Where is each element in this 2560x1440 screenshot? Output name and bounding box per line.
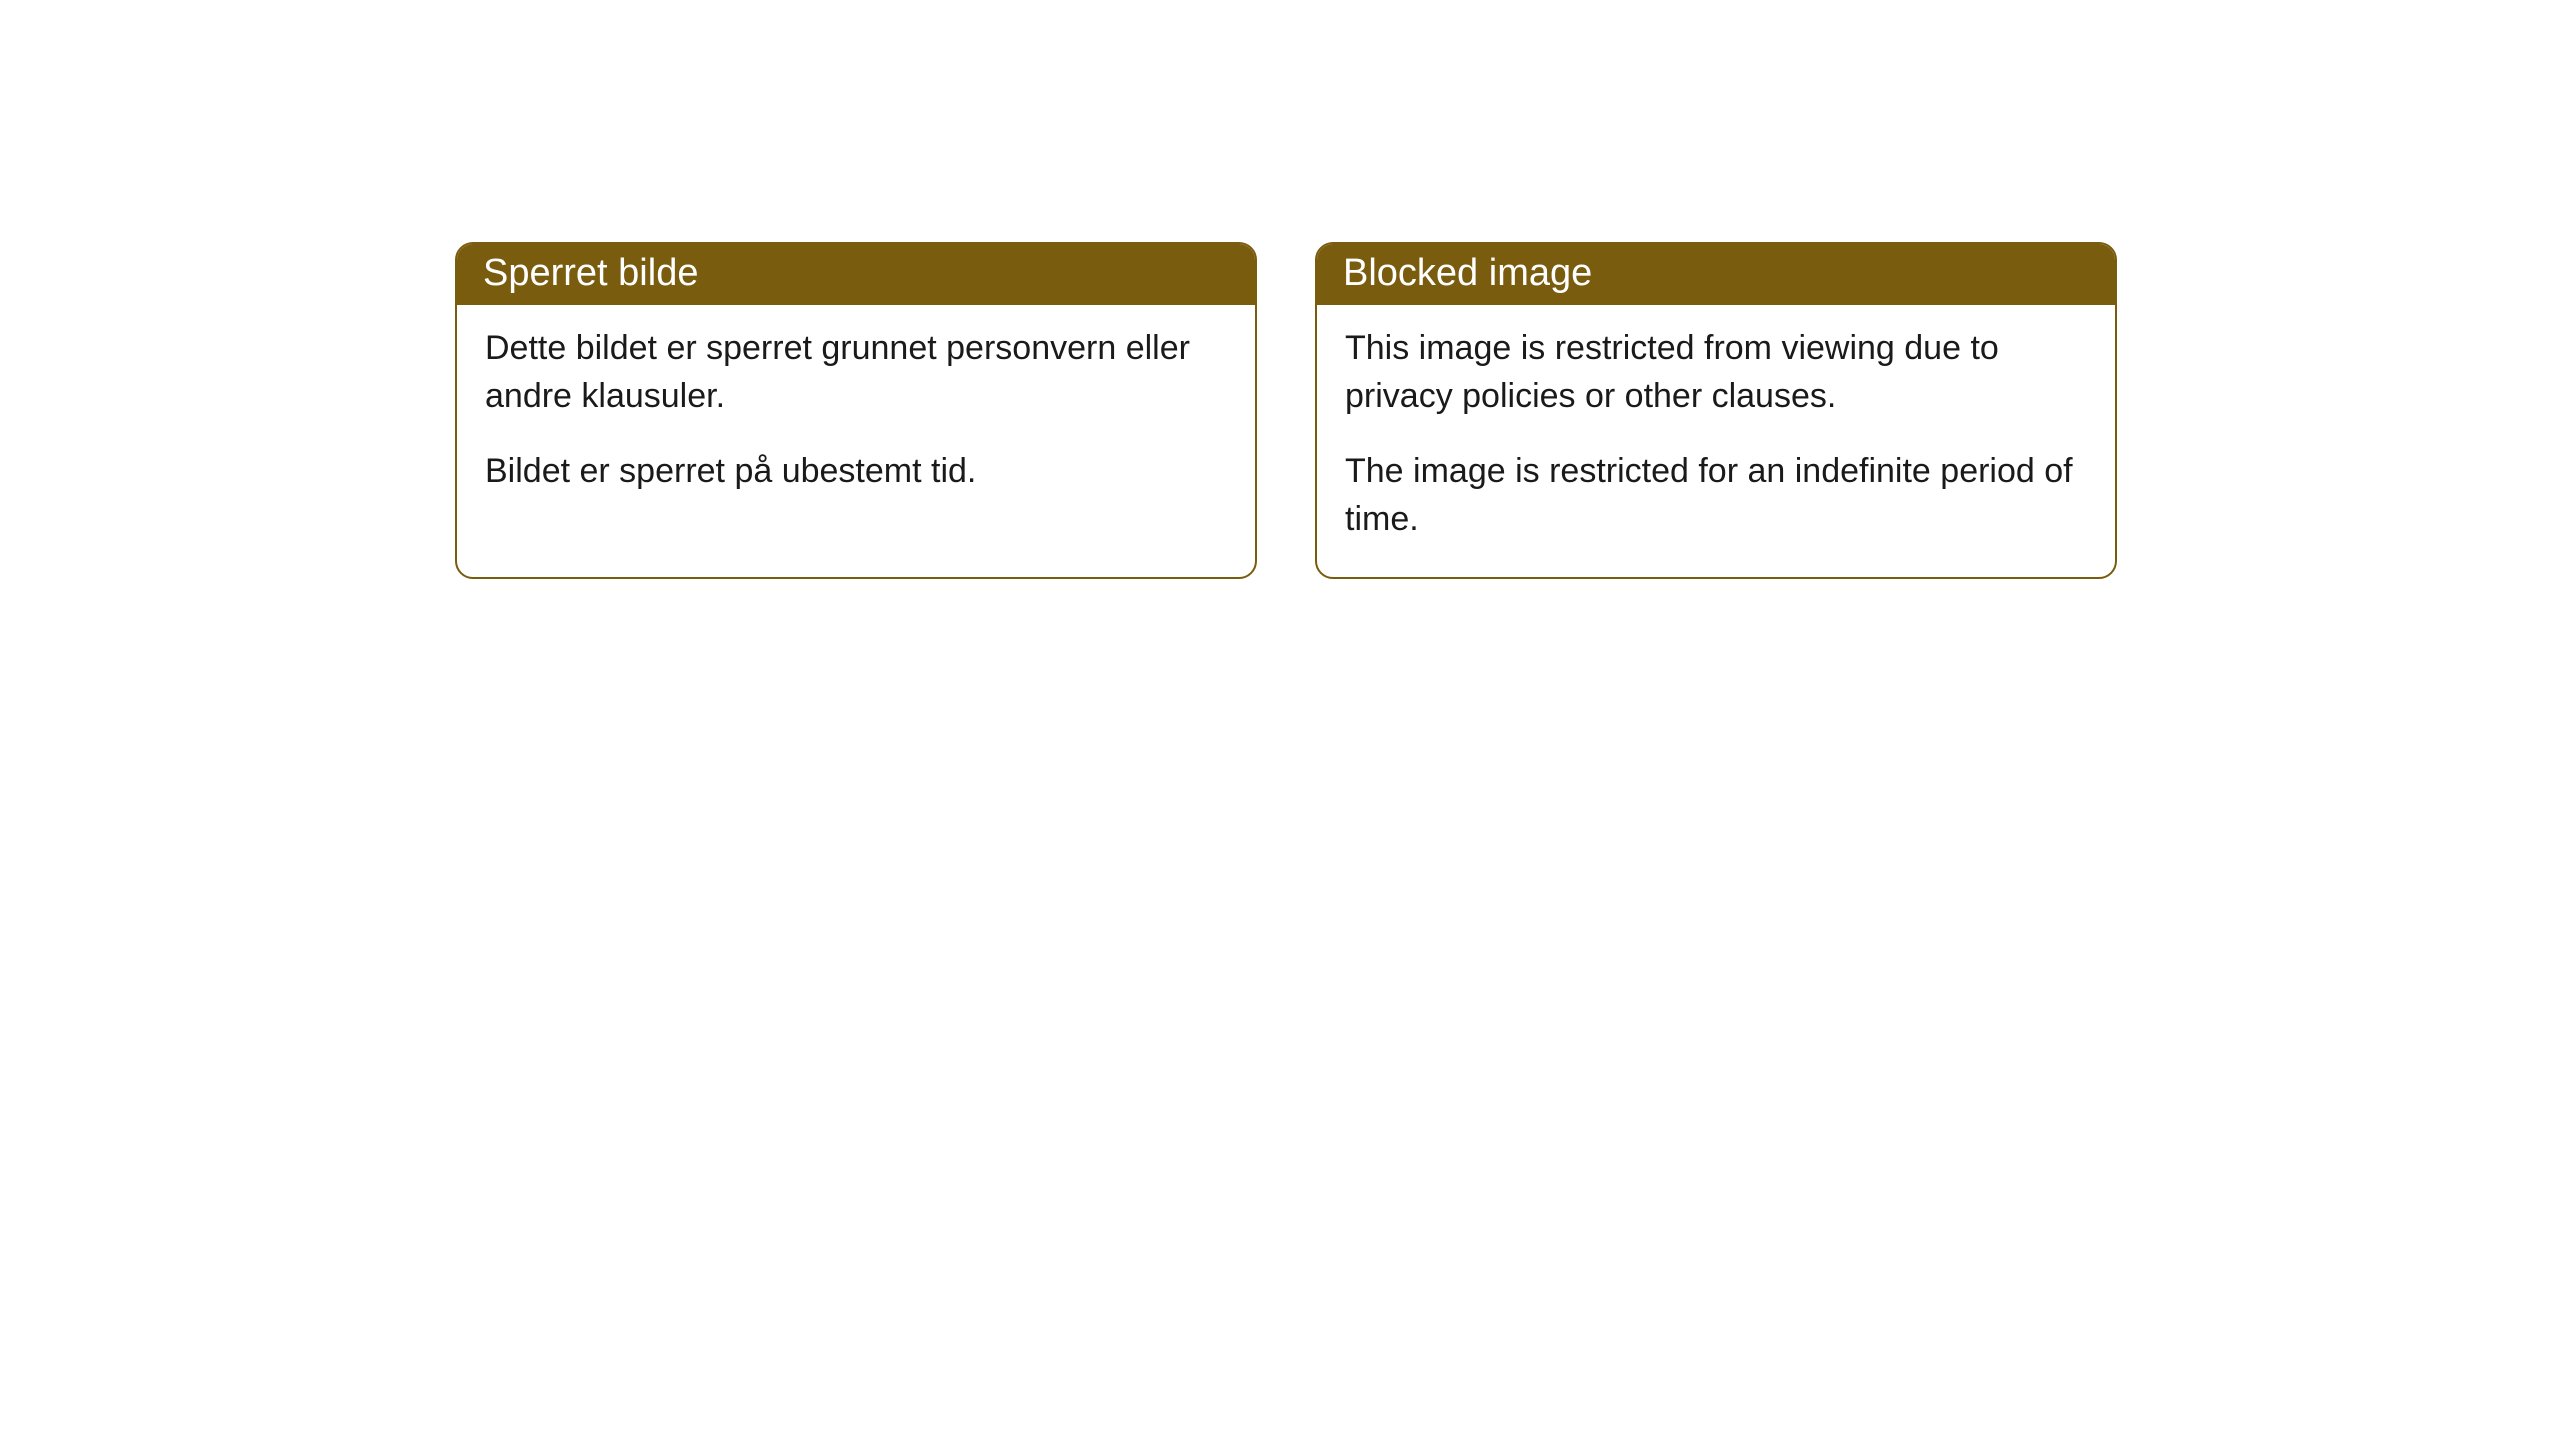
blocked-image-card-norwegian: Sperret bilde Dette bildet er sperret gr… bbox=[455, 242, 1257, 579]
card-body: This image is restricted from viewing du… bbox=[1317, 305, 2115, 577]
card-paragraph: Bildet er sperret på ubestemt tid. bbox=[485, 448, 1227, 496]
card-paragraph: Dette bildet er sperret grunnet personve… bbox=[485, 325, 1227, 420]
card-header: Sperret bilde bbox=[457, 244, 1255, 305]
notice-cards-container: Sperret bilde Dette bildet er sperret gr… bbox=[455, 242, 2560, 579]
card-header: Blocked image bbox=[1317, 244, 2115, 305]
card-paragraph: The image is restricted for an indefinit… bbox=[1345, 448, 2087, 543]
blocked-image-card-english: Blocked image This image is restricted f… bbox=[1315, 242, 2117, 579]
card-paragraph: This image is restricted from viewing du… bbox=[1345, 325, 2087, 420]
card-body: Dette bildet er sperret grunnet personve… bbox=[457, 305, 1255, 530]
